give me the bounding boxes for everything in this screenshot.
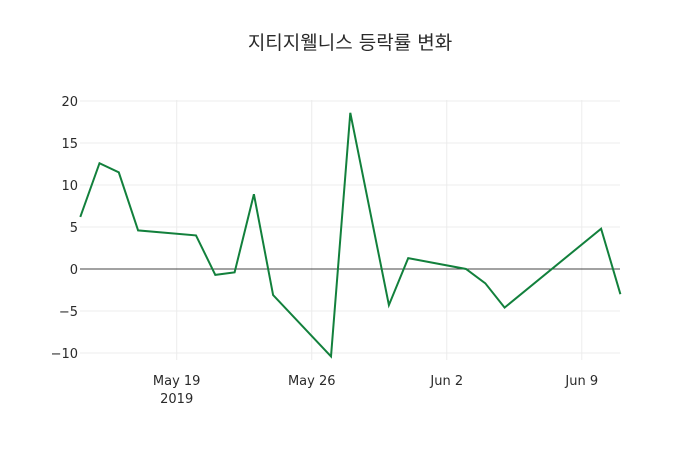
y-tick-label: −10 [51,347,78,362]
x-tick-label: Jun 9 [564,374,598,389]
gridlines [80,100,620,360]
x-tick-label: May 26 [288,374,336,389]
y-tick-label: 5 [70,221,78,236]
x-axis: May 19 2019 May 26 Jun 2 Jun 9 [153,374,598,407]
chart-title: 지티지웰니스 등락률 변화 [247,32,453,54]
series-line [79,112,622,359]
y-tick-label: 20 [61,95,78,110]
x-tick-sublabel: 2019 [160,392,193,407]
x-tick-label: May 19 [153,374,201,389]
y-tick-label: 10 [61,179,78,194]
y-tick-label: 15 [61,137,78,152]
y-tick-label: 0 [70,263,78,278]
x-tick-label: Jun 2 [429,374,463,389]
y-tick-label: −5 [59,305,78,320]
y-axis: 20 15 10 5 0 −5 −10 [51,95,78,362]
